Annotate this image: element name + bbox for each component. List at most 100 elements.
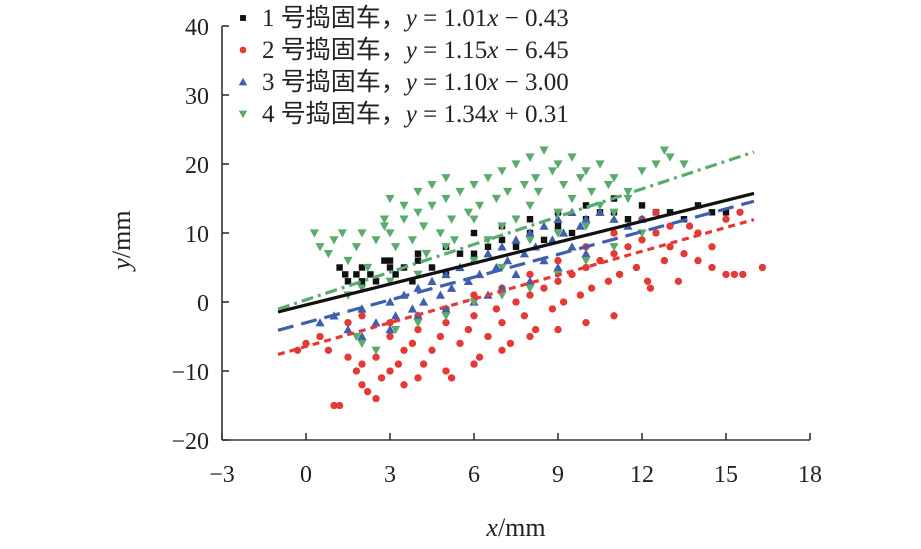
data-point	[511, 235, 521, 244]
data-point	[643, 277, 652, 285]
data-point	[399, 215, 409, 224]
data-point	[469, 215, 479, 224]
data-point	[386, 332, 394, 341]
data-point	[463, 276, 473, 285]
data-point	[469, 181, 479, 190]
legend-item-4: 4 号捣固车，y = 1.34x + 0.31	[238, 100, 569, 128]
data-point	[357, 331, 367, 341]
data-point	[497, 283, 507, 292]
data-point	[567, 242, 577, 251]
data-point	[708, 209, 716, 216]
data-point	[367, 271, 374, 278]
data-point	[484, 243, 492, 251]
data-point	[512, 298, 520, 306]
plot-marks	[293, 146, 767, 410]
ticks: −3 0 3 6 9 12 15 18 −20 −10 0 10 20 30 40	[171, 15, 822, 488]
data-point	[610, 250, 618, 258]
data-point	[385, 325, 395, 334]
data-point	[379, 215, 389, 224]
data-point	[503, 187, 513, 197]
data-point	[408, 339, 417, 348]
data-point	[391, 311, 401, 320]
data-point	[540, 236, 548, 244]
data-point	[595, 207, 605, 216]
data-point	[722, 209, 730, 216]
data-point	[336, 264, 343, 271]
data-point	[469, 298, 479, 307]
data-point	[394, 360, 403, 368]
data-point	[511, 160, 521, 169]
data-point	[498, 346, 506, 354]
data-point	[511, 269, 521, 279]
data-point	[547, 167, 557, 176]
series-3-points	[315, 207, 647, 341]
fit-line-series-1	[277, 191, 755, 314]
data-point	[554, 277, 562, 285]
data-point	[548, 305, 557, 313]
data-point	[456, 339, 464, 348]
data-point	[391, 325, 401, 335]
data-point	[539, 146, 549, 155]
data-point	[708, 243, 716, 251]
legend-item-1: 1 号捣固车，y = 1.01x − 0.43	[240, 4, 569, 32]
data-point	[372, 394, 380, 403]
data-point	[568, 229, 576, 237]
data-point	[484, 332, 492, 341]
data-point	[407, 304, 417, 313]
data-point	[447, 374, 456, 382]
data-point	[582, 319, 590, 327]
data-point	[679, 160, 689, 169]
data-point	[442, 367, 450, 375]
data-point	[358, 278, 366, 285]
data-point	[666, 222, 674, 230]
data-point	[337, 229, 347, 238]
data-point	[316, 332, 324, 341]
data-point	[603, 181, 613, 190]
data-point	[352, 367, 361, 375]
data-point	[413, 270, 423, 279]
data-point	[371, 318, 381, 327]
data-point	[385, 229, 395, 238]
data-point	[413, 283, 423, 292]
data-point	[441, 269, 451, 279]
y-tick-label: 0	[197, 291, 209, 317]
data-point	[441, 243, 451, 252]
data-point	[736, 208, 744, 216]
data-point	[414, 250, 422, 257]
data-point	[386, 257, 394, 264]
legend-item-3: 3 号捣固车，y = 1.10x − 3.00	[238, 68, 569, 96]
data-point	[357, 284, 367, 293]
data-point	[309, 229, 319, 238]
data-point	[363, 388, 372, 396]
data-point	[414, 325, 422, 334]
data-point	[469, 256, 479, 266]
data-point	[511, 215, 521, 224]
data-point	[666, 243, 674, 251]
data-point	[470, 229, 478, 237]
data-point	[497, 167, 507, 176]
data-point	[497, 242, 507, 251]
data-point	[358, 360, 366, 368]
data-point	[358, 264, 366, 271]
data-point	[464, 325, 473, 334]
data-point	[497, 222, 507, 231]
data-point	[539, 256, 549, 265]
data-point	[567, 153, 577, 162]
data-point	[553, 262, 563, 272]
data-point	[722, 215, 730, 223]
x-tick-label: 15	[714, 462, 738, 488]
data-point	[575, 221, 585, 230]
data-point	[343, 256, 353, 266]
data-point	[358, 381, 366, 389]
data-point	[427, 181, 437, 190]
legend-marker	[238, 77, 248, 86]
data-point	[680, 250, 688, 258]
data-point	[463, 208, 473, 217]
data-point	[531, 325, 540, 334]
data-point	[344, 353, 352, 361]
data-point	[409, 278, 416, 285]
data-point	[665, 153, 675, 162]
data-point	[470, 360, 478, 368]
data-point	[660, 256, 669, 265]
